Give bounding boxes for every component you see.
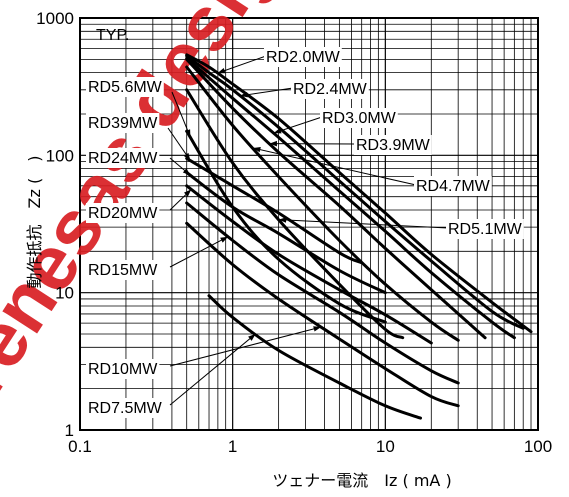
leader-line-rd4-7mw: [252, 147, 417, 186]
leader-line-rd7-5mw: [169, 333, 256, 406]
series-line-rd5-1mw: [185, 88, 405, 340]
series-label-rd2-4mw: RD2.4MW: [293, 81, 368, 98]
arrowhead-rd20mw: [183, 189, 192, 197]
series-labels: RD2.0MW RD2.4MW RD3.0MW RD3.9MW RD4.7MW RD5.1…: [86, 47, 524, 418]
label-background: [86, 203, 160, 223]
series-label-rd5-6mw: RD5.6MW: [88, 79, 163, 96]
series-label-rd3-9mw: RD3.9MW: [356, 137, 431, 154]
series-line-rd3-0mw: [185, 56, 516, 340]
series-label-rd7-5mw: RD7.5MW: [88, 400, 163, 417]
x-tick-label: 0.1: [68, 437, 92, 456]
leader-line-rd3-0mw: [273, 116, 323, 134]
series-line-rd4-7mw: [185, 65, 460, 342]
leader-line-rd5-6mw: [171, 91, 191, 138]
series-line-rd2-0mw: [185, 53, 533, 334]
label-background: [86, 77, 164, 97]
arrowhead-rd39mw: [183, 152, 191, 161]
arrowhead-rd24mw: [182, 168, 191, 176]
plot-frame: [79, 17, 539, 431]
series-label-rd24mw: RD24MW: [88, 150, 158, 167]
arrowhead-rd3-0mw: [273, 128, 282, 134]
series-label-rd15mw: RD15MW: [88, 262, 158, 279]
y-tick-label: 1000: [36, 9, 74, 28]
series-label-rd20mw: RD20MW: [88, 205, 158, 222]
arrowhead-rd5-1mw: [278, 217, 287, 223]
label-background: [354, 135, 432, 155]
arrowhead-rd7-5mw: [248, 333, 256, 341]
leader-line-rd10mw: [169, 326, 322, 367]
leader-line-rd5-1mw: [278, 219, 449, 229]
series-line-rd15mw: [185, 201, 460, 385]
series-line-rd7-5mw: [207, 294, 422, 420]
series-label-rd10mw: RD10MW: [88, 361, 158, 378]
series-line-rd5-6mw: [185, 129, 387, 324]
arrowhead-rd15mw: [220, 236, 229, 243]
series-line-rd10mw: [185, 221, 460, 408]
series-label-rd2-0mw: RD2.0MW: [266, 49, 341, 66]
series-lines: [185, 53, 533, 420]
label-background: [291, 79, 369, 99]
x-axis-label: ツェナー電流 Iz ( mA ): [272, 471, 451, 490]
arrowhead-rd4-7mw: [252, 146, 261, 153]
series-label-rd3-0mw: RD3.0MW: [322, 110, 397, 127]
y-tick-label: 10: [55, 284, 74, 303]
x-tick-label: 1: [228, 437, 237, 456]
label-background: [86, 260, 160, 280]
series-line-rd24mw: [185, 171, 387, 295]
label-background: [264, 47, 342, 67]
typ-annotation: TYP.: [96, 27, 130, 44]
leader-line-rd15mw: [169, 236, 229, 268]
label-background: [86, 359, 160, 379]
label-background: [86, 113, 160, 133]
x-tick-label: 10: [376, 437, 395, 456]
y-tick-label: 1: [65, 421, 74, 440]
arrowhead-rd10mw: [313, 326, 322, 332]
label-background: [86, 398, 164, 418]
arrowhead-rd3-9mw: [269, 140, 277, 147]
arrowhead-rd2-4mw: [240, 91, 248, 98]
series-line-rd39mw: [185, 156, 364, 265]
label-background: [320, 108, 398, 128]
series-label-rd4-7mw: RD4.7MW: [416, 178, 491, 195]
series-line-rd20mw: [185, 184, 433, 345]
leader-line-rd2-4mw: [239, 87, 294, 97]
arrowhead-rd5-6mw: [185, 129, 191, 138]
label-background: [446, 219, 524, 239]
y-axis-label: 動作抵抗 Zz ( ): [25, 156, 44, 289]
series-line-rd3-9mw: [185, 57, 487, 340]
series-line-rd2-4mw: [185, 54, 525, 330]
leader-line-rd2-0mw: [217, 55, 267, 74]
label-background: [86, 148, 160, 168]
series-label-rd5-1mw: RD5.1MW: [448, 221, 523, 238]
label-background: [414, 176, 492, 196]
series-label-rd39mw: RD39MW: [88, 115, 158, 132]
x-tick-label: 100: [524, 437, 552, 456]
arrowhead-rd2-0mw: [217, 68, 226, 74]
y-tick-label: 100: [46, 146, 74, 165]
